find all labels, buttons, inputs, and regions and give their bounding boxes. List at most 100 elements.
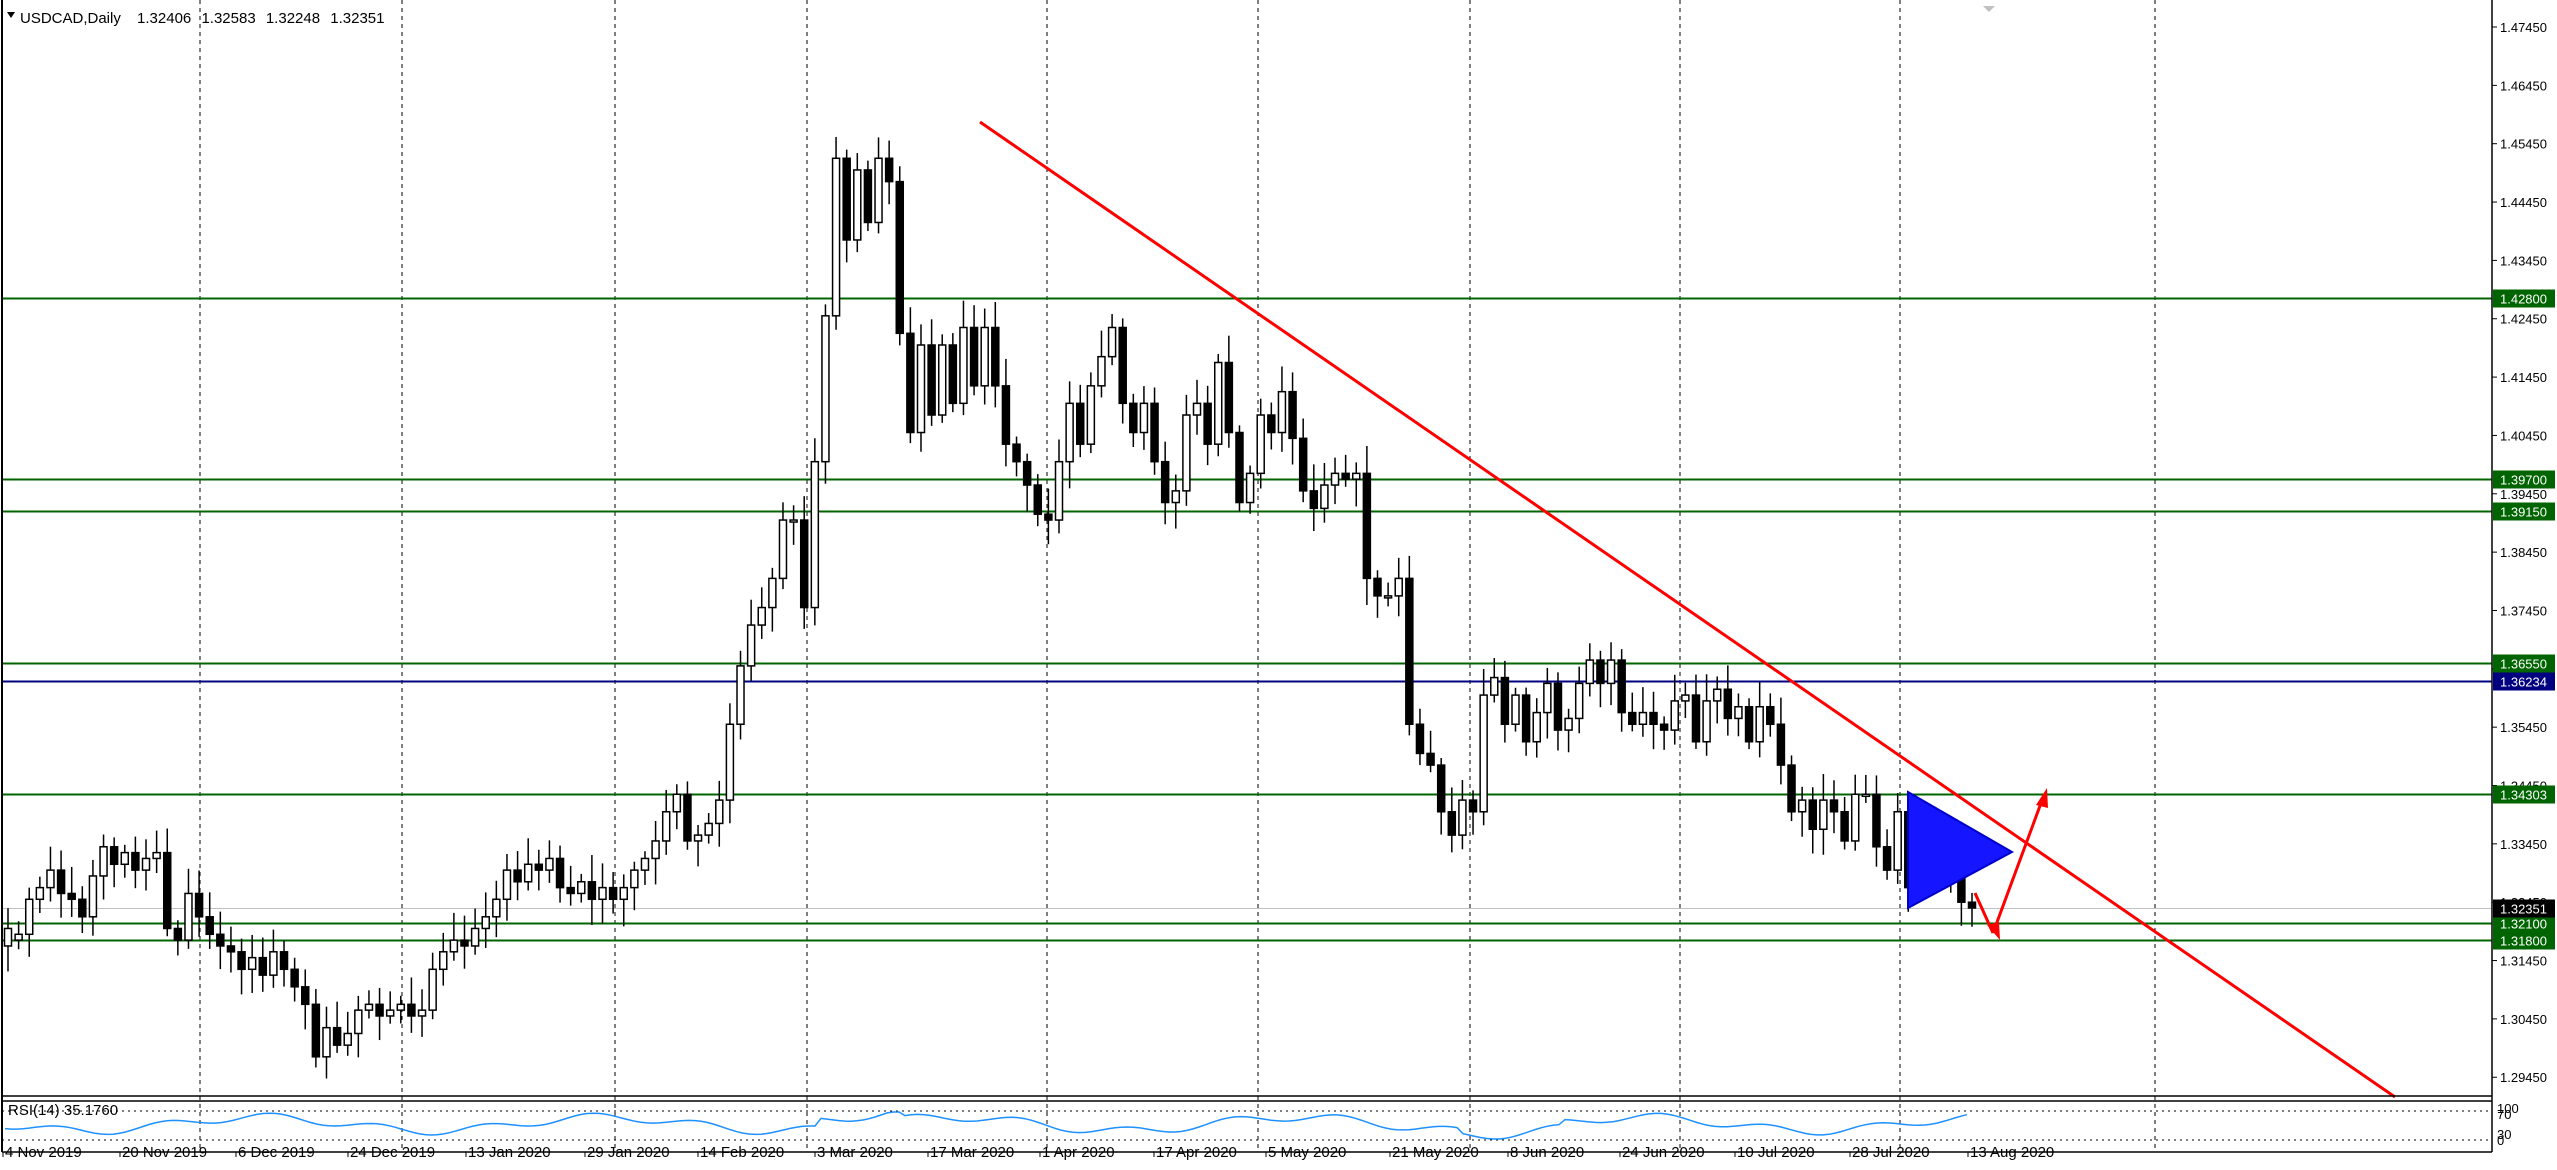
candle (959, 300, 968, 416)
horizontal-levels[interactable] (2, 297, 2492, 942)
symbol-menu-icon[interactable] (7, 12, 15, 18)
candle (1882, 829, 1892, 880)
candle (1075, 384, 1085, 458)
candle (991, 302, 1000, 408)
price-tick-label: 1.33450 (2500, 837, 2547, 852)
close-value: 1.32351 (330, 10, 384, 27)
candle (895, 166, 905, 346)
candle (1787, 755, 1796, 822)
candle (364, 990, 374, 1019)
candle (1373, 570, 1382, 618)
date-tick-label: 8 Jun 2020 (1510, 1144, 1584, 1161)
candle (937, 334, 947, 423)
candle (1479, 668, 1488, 826)
candle (460, 915, 469, 969)
candle (78, 886, 87, 934)
rsi-tick-label: 70 (2497, 1107, 2511, 1122)
candle (216, 911, 225, 970)
candle (3, 908, 13, 972)
price-level-tag (2493, 899, 2555, 918)
candle (842, 149, 851, 263)
time-axis[interactable]: 4 Nov 2019 20 Nov 2019 6 Dec 2019 24 Dec 20… (2, 1144, 2054, 1161)
candle (1511, 687, 1520, 732)
candle (1436, 757, 1446, 835)
candle (608, 872, 618, 914)
candle (1086, 372, 1096, 454)
triangle-pattern[interactable] (1907, 790, 2015, 910)
price-level-tag (2493, 914, 2555, 933)
candle (1628, 692, 1637, 732)
candle (1734, 693, 1743, 737)
candle (184, 868, 193, 949)
candle (778, 502, 788, 590)
candle (1182, 394, 1191, 506)
candle (322, 1006, 331, 1079)
descending-trendline[interactable] (979, 120, 2396, 1099)
candle (1362, 446, 1372, 606)
candle (1490, 658, 1499, 703)
candle (354, 995, 363, 1058)
candle (1500, 660, 1510, 743)
chart-header: USDCAD,Daily 1.32406 1.32583 1.32248 1.3… (7, 10, 384, 1119)
candle (1309, 464, 1319, 532)
date-tick-label: 21 May 2020 (1392, 1144, 1479, 1161)
price-tick-label: 1.40450 (2500, 428, 2547, 443)
candle (789, 505, 798, 545)
candle (1585, 643, 1595, 697)
candle (1596, 650, 1605, 708)
candle (1107, 314, 1117, 366)
candle (194, 870, 204, 937)
projection-arrow-up[interactable] (1991, 794, 2046, 934)
candle (332, 1001, 342, 1053)
candle (1277, 366, 1287, 452)
candle (279, 940, 289, 987)
candle (1712, 676, 1722, 724)
candle (1681, 682, 1690, 718)
date-tick-label: 5 May 2020 (1268, 1144, 1346, 1161)
price-level-label: 1.32351 (2500, 902, 2547, 917)
symbol-label: USDCAD,Daily (20, 10, 121, 27)
candle (757, 587, 767, 639)
candle (1001, 358, 1011, 467)
price-level-tag (2493, 931, 2555, 950)
price-level-label: 1.31800 (2500, 934, 2547, 949)
candle (693, 824, 703, 867)
arrow-head-up (2036, 788, 2048, 808)
candle (640, 851, 650, 885)
candle (736, 650, 745, 740)
candle (396, 995, 406, 1024)
candle (173, 920, 183, 956)
candle (587, 855, 597, 925)
price-level-label: 1.32100 (2500, 917, 2547, 932)
chart-drawings[interactable] (979, 120, 2396, 1099)
candle (109, 837, 119, 888)
candle (927, 319, 936, 426)
candle (1755, 681, 1764, 758)
candle (545, 840, 554, 883)
candle (226, 926, 236, 973)
candle (1129, 393, 1138, 448)
candle (853, 153, 862, 253)
open-value: 1.32406 (137, 10, 191, 27)
candle (1203, 385, 1212, 466)
candle (725, 703, 735, 824)
candle (1224, 335, 1234, 448)
candle (120, 844, 130, 878)
candle (1288, 372, 1297, 465)
date-tick-label: 24 Jun 2020 (1622, 1144, 1705, 1161)
candle (619, 874, 628, 927)
candle (1691, 674, 1701, 749)
date-tick-label: 10 Jul 2020 (1737, 1144, 1815, 1161)
price-tick-label: 1.47450 (2500, 20, 2547, 35)
level-price-labels: 1.42800 1.39700 1.39150 1.36550 1.36234 1.343… (2493, 289, 2555, 950)
price-tick-label: 1.31450 (2500, 954, 2547, 969)
candle (1033, 474, 1043, 527)
candle (311, 988, 321, 1068)
candle (1819, 774, 1828, 855)
candle (1097, 330, 1106, 398)
candle (1383, 582, 1393, 607)
